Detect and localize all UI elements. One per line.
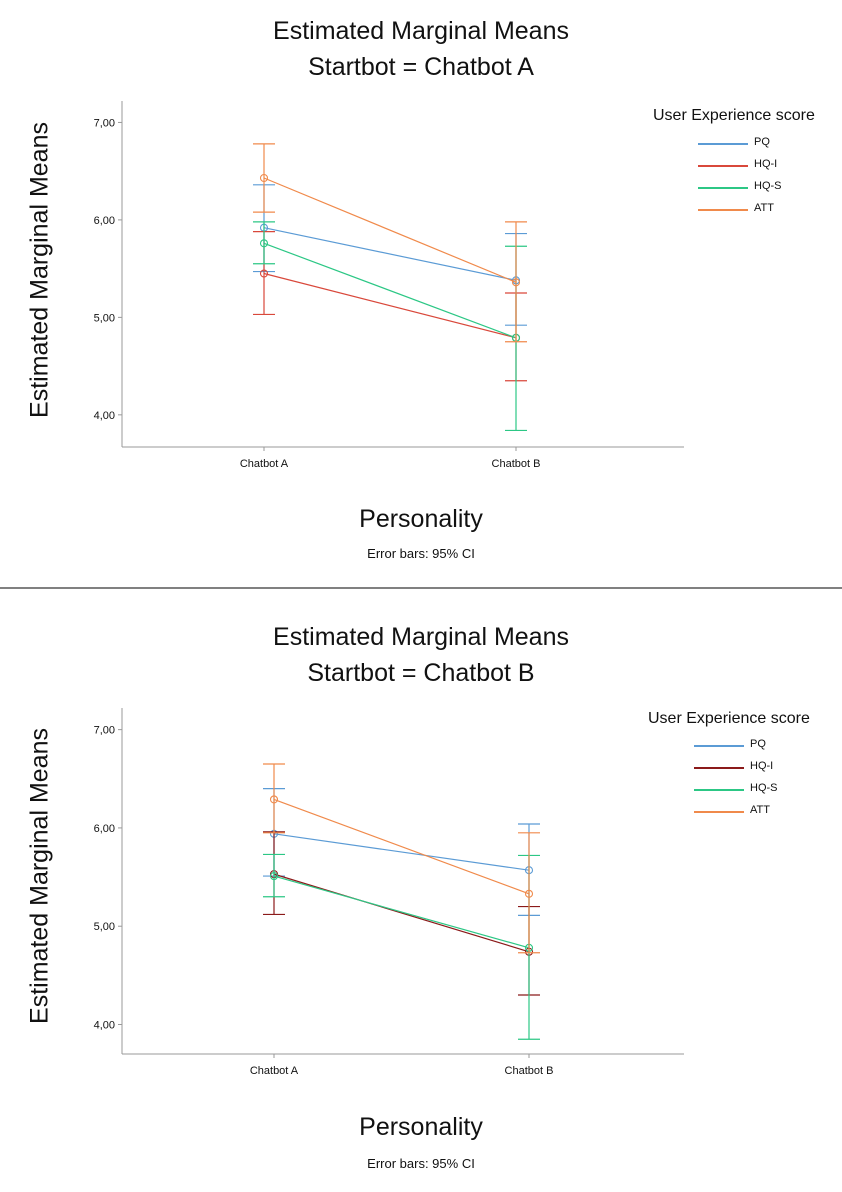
data-point-hq-s	[259, 239, 269, 248]
series-line-pq	[263, 227, 517, 281]
x-tick-label: Chatbot A	[250, 1065, 299, 1077]
x-tick-label: Chatbot A	[240, 458, 289, 470]
data-point-att	[269, 795, 279, 804]
legend-label: HQ-I	[754, 158, 778, 170]
legend-label: ATT	[754, 202, 774, 214]
legend-title: User Experience score	[653, 107, 815, 124]
error-bars-note: Error bars: 95% CI	[367, 546, 475, 561]
x-tick-label: Chatbot B	[492, 458, 541, 470]
chart-panel-1: Estimated Marginal Means Startbot = Chat…	[0, 0, 842, 588]
y-tick-label: 5,00	[94, 921, 115, 933]
y-tick-label: 7,00	[94, 725, 115, 737]
legend-swatch	[698, 143, 748, 145]
chart-panel-2: Estimated Marginal Means Startbot = Chat…	[0, 590, 842, 1192]
series-line-att	[273, 798, 530, 895]
y-tick-label: 5,00	[94, 312, 115, 324]
x-tick-label: Chatbot B	[505, 1065, 554, 1077]
legend-swatch	[698, 209, 748, 211]
legend-label: HQ-S	[754, 180, 782, 192]
plot-area: 4,00 5,00 6,00 7,00 Chatbot A Chatbot B	[94, 101, 684, 470]
series-att	[263, 763, 540, 954]
y-tick-label: 6,00	[94, 823, 115, 835]
legend-label: HQ-I	[750, 760, 774, 772]
y-tick-label: 6,00	[94, 215, 115, 227]
series-hq-s	[253, 221, 527, 432]
series-pq	[263, 788, 540, 917]
chart-title: Estimated Marginal Means	[273, 623, 569, 651]
legend-label: ATT	[750, 804, 770, 816]
y-tick-label: 4,00	[94, 1020, 115, 1032]
data-point-att	[511, 278, 521, 287]
data-point-att	[259, 173, 269, 183]
legend-swatch	[698, 165, 748, 167]
series-att	[253, 143, 527, 343]
legend-label: PQ	[750, 738, 766, 750]
series-hq-i	[263, 831, 540, 996]
series-line-pq	[273, 833, 530, 871]
chart-subtitle: Startbot = Chatbot A	[308, 53, 534, 81]
series-line-hq-s	[273, 875, 530, 949]
legend-label: HQ-S	[750, 782, 778, 794]
series-line-att	[263, 177, 517, 283]
plot-area: 4,00 5,00 6,00 7,00 Chatbot A Chatbot B	[94, 708, 684, 1077]
x-axis-label: Personality	[359, 505, 483, 533]
legend-swatch	[694, 767, 744, 769]
legend-title: User Experience score	[648, 710, 810, 727]
series-line-hq-i	[263, 272, 517, 339]
panel-divider	[0, 587, 842, 589]
series-line-hq-s	[263, 242, 517, 339]
legend-swatch	[694, 789, 744, 791]
legend-label: PQ	[754, 136, 770, 148]
legend-swatch	[694, 745, 744, 747]
x-axis-label: Personality	[359, 1113, 483, 1141]
chart-subtitle: Startbot = Chatbot B	[307, 659, 535, 687]
legend-swatch	[694, 811, 744, 813]
data-point-hq-s	[269, 872, 279, 881]
y-tick-label: 4,00	[94, 410, 115, 422]
legend-swatch	[698, 187, 748, 189]
data-point-hq-i	[259, 269, 269, 278]
y-tick-label: 7,00	[94, 117, 115, 129]
chart-title: Estimated Marginal Means	[273, 17, 569, 45]
series-line-hq-i	[273, 873, 530, 953]
error-bars-note: Error bars: 95% CI	[367, 1156, 475, 1171]
data-point-att	[524, 889, 534, 898]
